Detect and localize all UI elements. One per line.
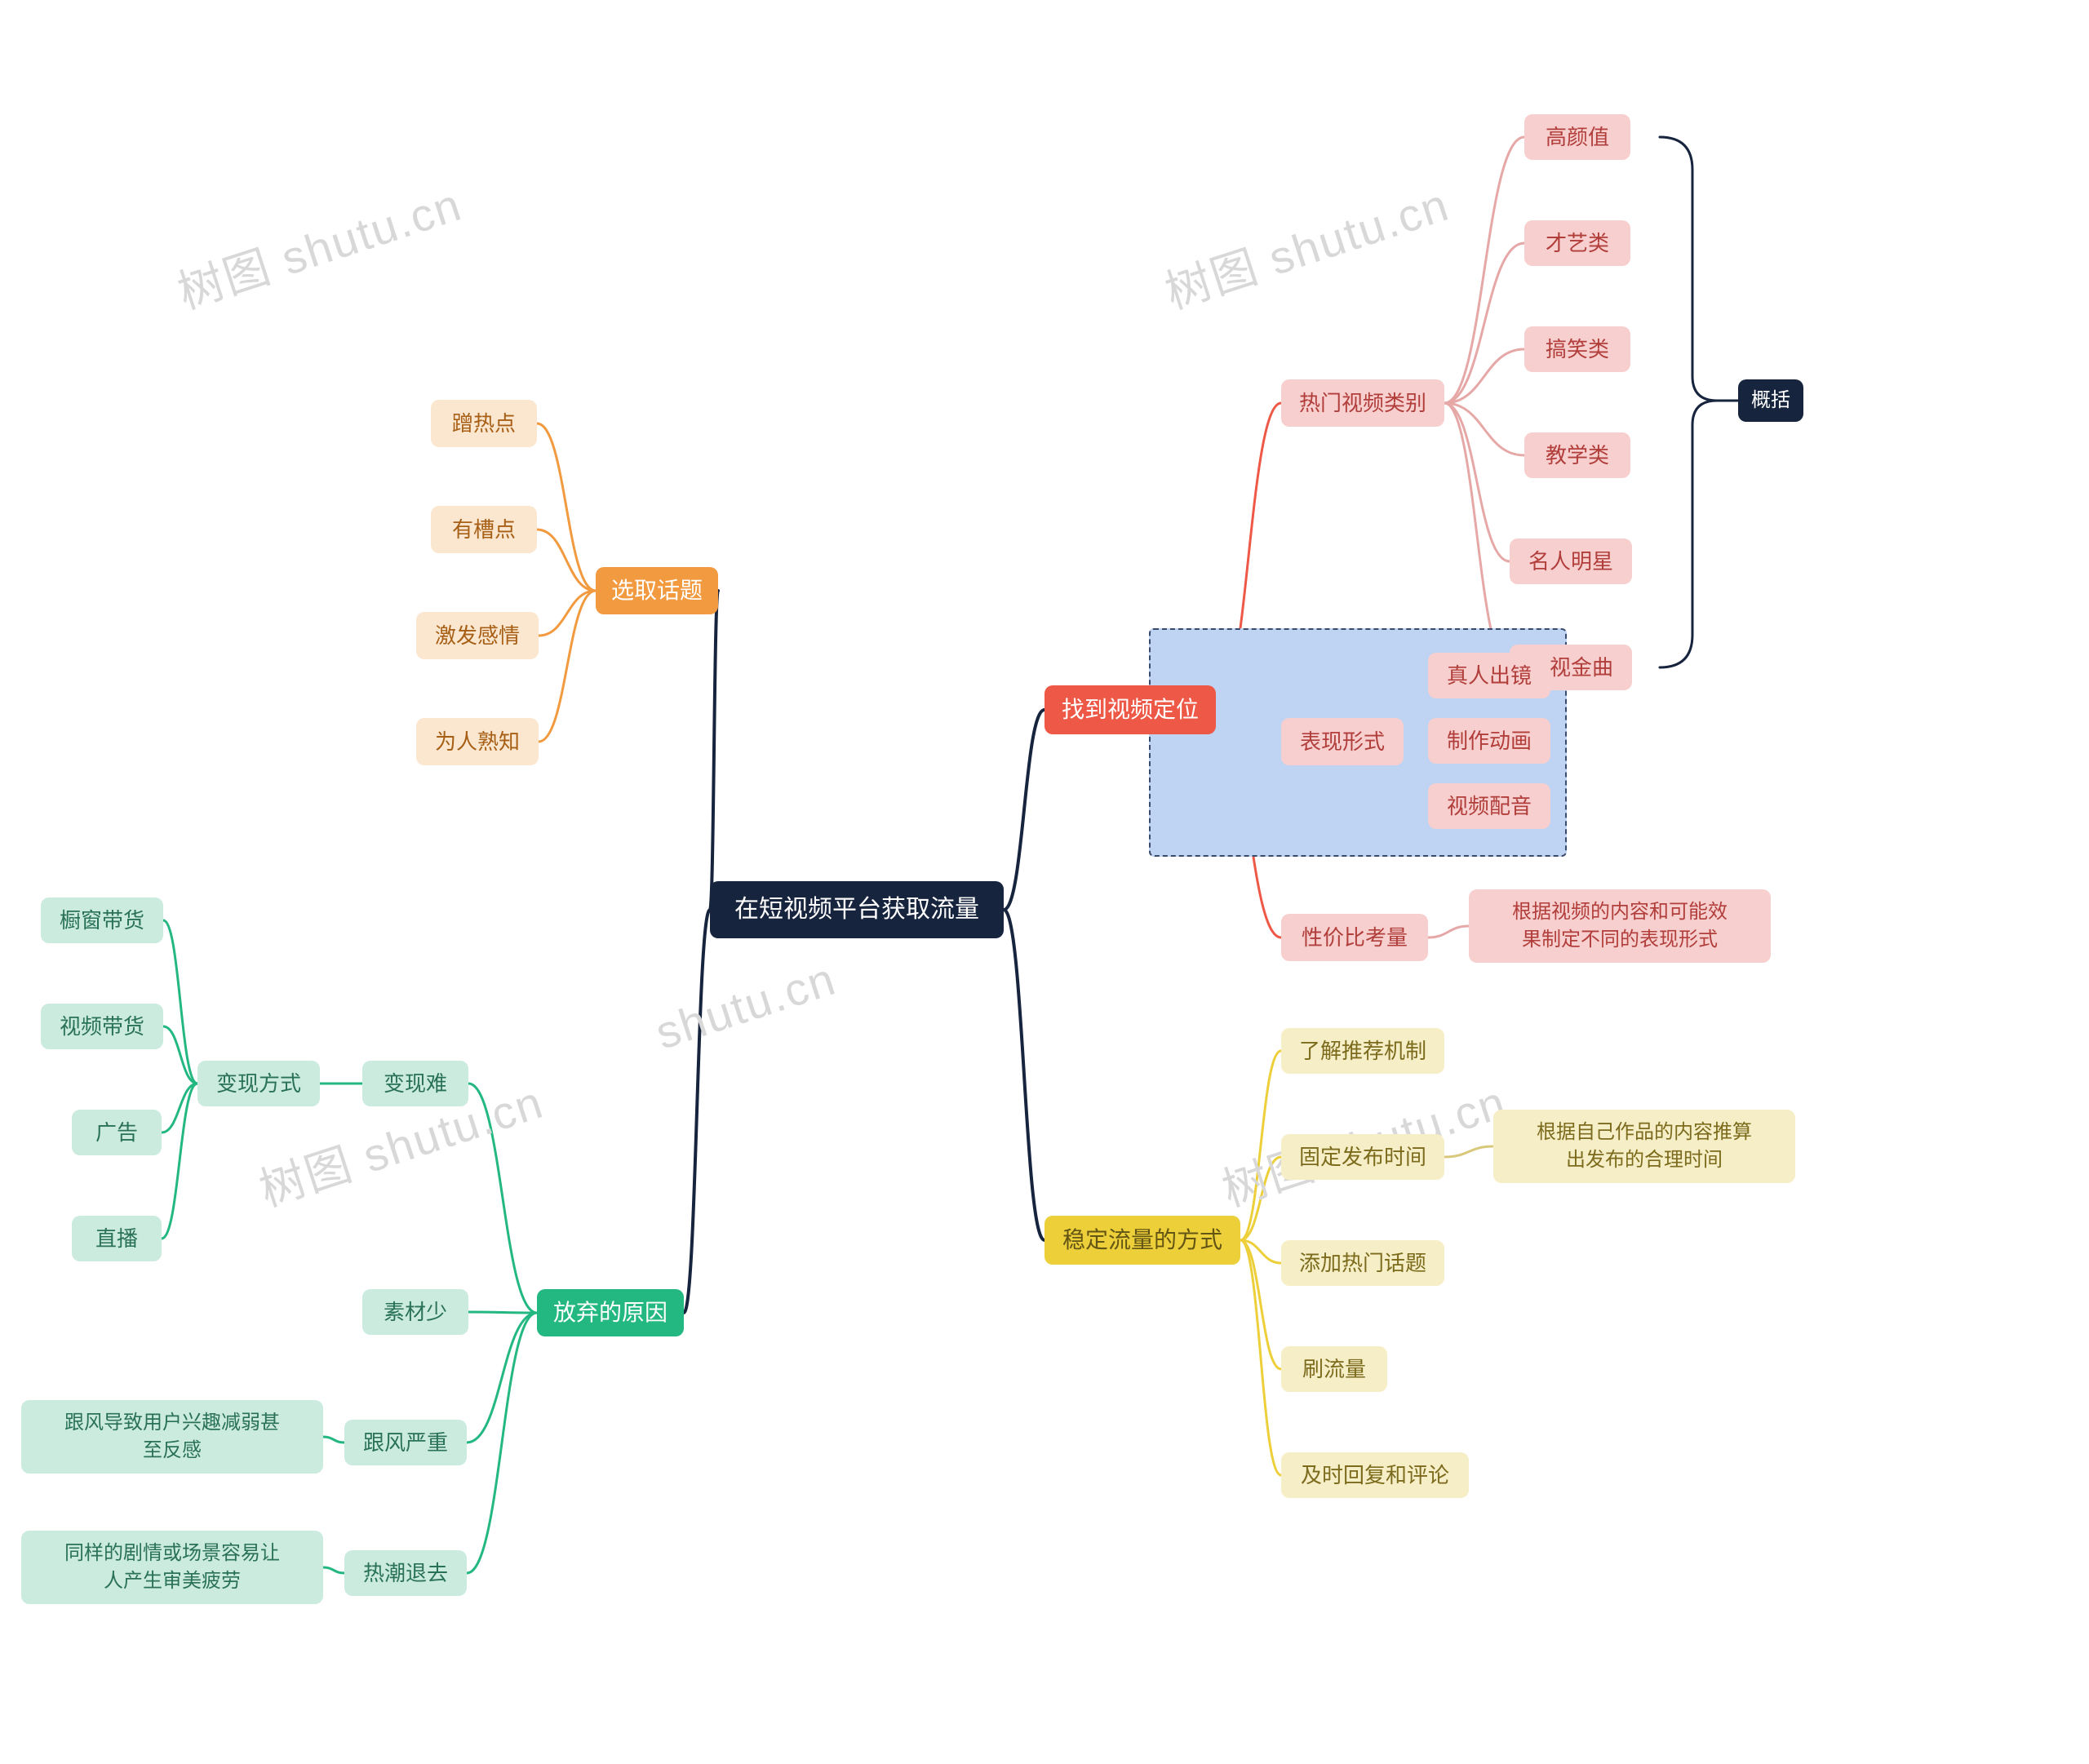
position-leaf[interactable]: 性价比考量 — [1281, 914, 1428, 961]
stable-node[interactable]: 稳定流量的方式 — [1044, 1216, 1240, 1265]
stable-leaf[interactable]: 固定发布时间 — [1281, 1134, 1444, 1180]
connector-layer — [0, 0, 2089, 1764]
watermark: 树图 shutu.cn — [1155, 168, 1457, 322]
topic-leaf[interactable]: 为人熟知 — [416, 718, 539, 765]
form-leaf[interactable]: 制作动画 — [1428, 718, 1550, 764]
giveup-leaf[interactable]: 跟风严重 — [344, 1420, 467, 1465]
monetize-node[interactable]: 变现方式 — [197, 1061, 320, 1106]
hot-leaf[interactable]: 教学类 — [1524, 432, 1630, 478]
monetize-leaf[interactable]: 视频带货 — [41, 1004, 163, 1049]
monetize-leaf[interactable]: 广告 — [72, 1110, 162, 1155]
form-leaf[interactable]: 视频配音 — [1428, 783, 1550, 829]
topic-leaf[interactable]: 有槽点 — [431, 506, 537, 553]
topic-leaf[interactable]: 蹭热点 — [431, 400, 537, 447]
watermark: 树图 shutu.cn — [168, 168, 469, 322]
follow-detail[interactable]: 跟风导致用户兴趣减弱甚 至反感 — [21, 1400, 323, 1474]
hot-leaf[interactable]: 搞笑类 — [1524, 326, 1630, 372]
giveup-leaf[interactable]: 变现难 — [362, 1061, 468, 1106]
hot-leaf[interactable]: 才艺类 — [1524, 220, 1630, 266]
summary-node[interactable]: 概括 — [1738, 379, 1803, 422]
watermark: shutu.cn — [650, 951, 843, 1059]
form-leaf[interactable]: 真人出镜 — [1428, 653, 1550, 698]
root-node[interactable]: 在短视频平台获取流量 — [710, 881, 1004, 938]
position-leaf[interactable]: 热门视频类别 — [1281, 379, 1444, 427]
position-node[interactable]: 找到视频定位 — [1044, 685, 1216, 734]
hot-leaf[interactable]: 名人明星 — [1510, 539, 1632, 584]
stable-leaf[interactable]: 刷流量 — [1281, 1346, 1387, 1392]
monetize-leaf[interactable]: 橱窗带货 — [41, 898, 163, 943]
time-detail[interactable]: 根据自己作品的内容推算 出发布的合理时间 — [1493, 1110, 1795, 1183]
giveup-leaf[interactable]: 素材少 — [362, 1289, 468, 1335]
hot-leaf[interactable]: 高颜值 — [1524, 114, 1630, 160]
stable-leaf[interactable]: 添加热门话题 — [1281, 1240, 1444, 1286]
topic-leaf[interactable]: 激发感情 — [416, 612, 539, 659]
stable-leaf[interactable]: 了解推荐机制 — [1281, 1028, 1444, 1074]
monetize-leaf[interactable]: 直播 — [72, 1216, 162, 1261]
stable-leaf[interactable]: 及时回复和评论 — [1281, 1452, 1469, 1498]
topic-node[interactable]: 选取话题 — [596, 567, 718, 614]
cost-detail[interactable]: 根据视频的内容和可能效 果制定不同的表现形式 — [1469, 889, 1771, 963]
position-leaf[interactable]: 表现形式 — [1281, 718, 1404, 765]
giveup-leaf[interactable]: 热潮退去 — [344, 1550, 467, 1596]
trend-detail[interactable]: 同样的剧情或场景容易让 人产生审美疲劳 — [21, 1531, 323, 1604]
giveup-node[interactable]: 放弃的原因 — [537, 1289, 684, 1336]
